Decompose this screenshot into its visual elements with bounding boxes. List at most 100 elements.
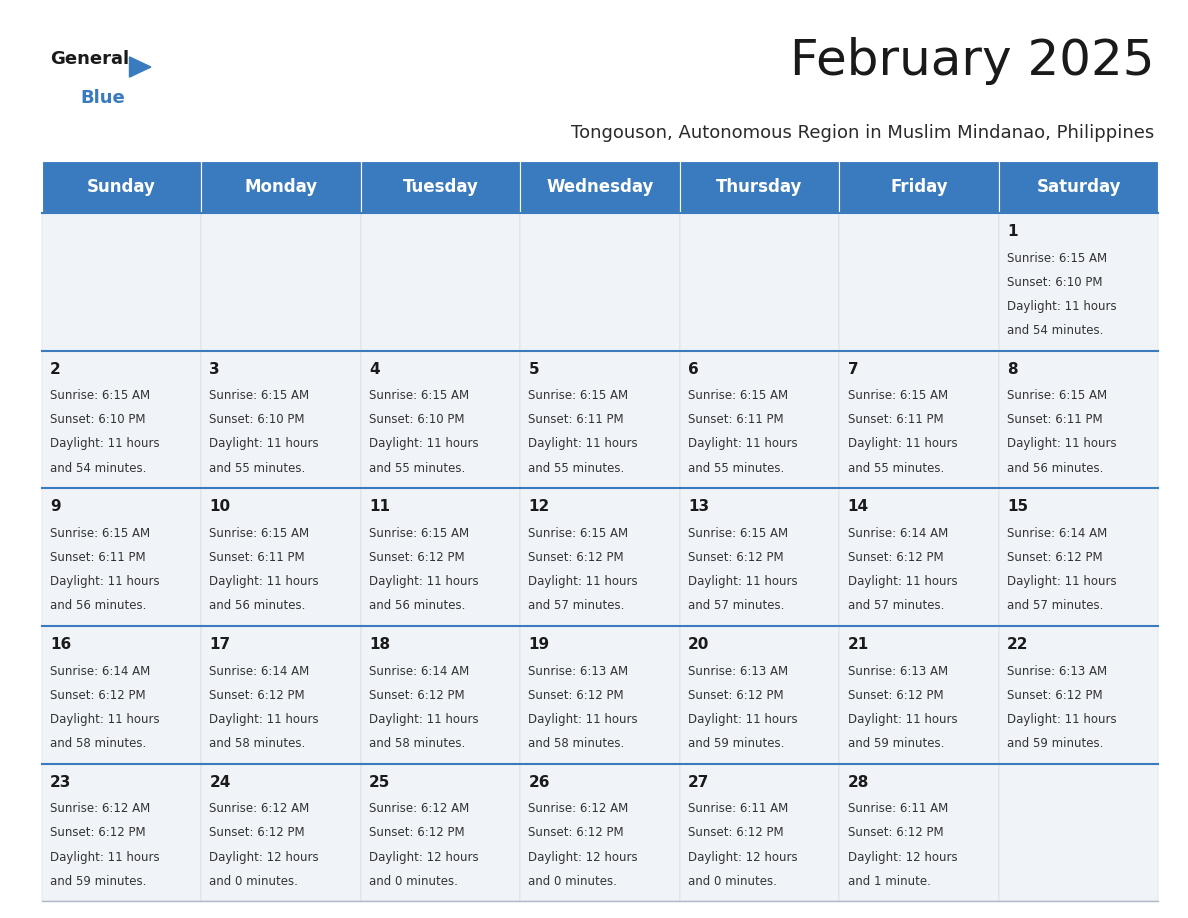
Text: Sunrise: 6:15 AM: Sunrise: 6:15 AM [369, 527, 469, 540]
Bar [201, 764, 361, 901]
Text: Sunday: Sunday [87, 178, 156, 196]
Text: 4: 4 [369, 362, 380, 376]
Text: Sunrise: 6:15 AM: Sunrise: 6:15 AM [209, 389, 310, 402]
Text: and 58 minutes.: and 58 minutes. [50, 737, 146, 750]
Text: Sunset: 6:12 PM: Sunset: 6:12 PM [369, 551, 465, 564]
Text: Daylight: 12 hours: Daylight: 12 hours [209, 850, 320, 864]
Text: and 59 minutes.: and 59 minutes. [50, 875, 146, 888]
Text: Sunset: 6:12 PM: Sunset: 6:12 PM [847, 688, 943, 701]
Bar [520, 351, 680, 488]
Text: Daylight: 11 hours: Daylight: 11 hours [847, 712, 958, 726]
Bar [361, 764, 520, 901]
Text: and 55 minutes.: and 55 minutes. [369, 462, 466, 475]
Text: and 57 minutes.: and 57 minutes. [847, 599, 944, 612]
Text: 5: 5 [529, 362, 539, 376]
Text: 27: 27 [688, 775, 709, 789]
Text: Daylight: 11 hours: Daylight: 11 hours [369, 712, 479, 726]
Text: 14: 14 [847, 499, 868, 514]
Text: Sunset: 6:10 PM: Sunset: 6:10 PM [50, 413, 145, 426]
Text: and 55 minutes.: and 55 minutes. [209, 462, 305, 475]
Text: Sunrise: 6:12 AM: Sunrise: 6:12 AM [369, 802, 469, 815]
Text: and 57 minutes.: and 57 minutes. [529, 599, 625, 612]
Text: Sunrise: 6:15 AM: Sunrise: 6:15 AM [1007, 252, 1107, 264]
Text: Sunrise: 6:15 AM: Sunrise: 6:15 AM [529, 389, 628, 402]
Text: Daylight: 11 hours: Daylight: 11 hours [369, 575, 479, 588]
Text: Sunset: 6:12 PM: Sunset: 6:12 PM [529, 826, 624, 839]
Text: Friday: Friday [890, 178, 948, 196]
Text: Sunset: 6:12 PM: Sunset: 6:12 PM [209, 688, 305, 701]
Text: and 58 minutes.: and 58 minutes. [369, 737, 466, 750]
Text: Sunrise: 6:15 AM: Sunrise: 6:15 AM [688, 527, 788, 540]
Text: and 59 minutes.: and 59 minutes. [847, 737, 944, 750]
Text: Sunset: 6:12 PM: Sunset: 6:12 PM [1007, 551, 1102, 564]
Text: Sunset: 6:12 PM: Sunset: 6:12 PM [688, 551, 784, 564]
Text: Sunrise: 6:13 AM: Sunrise: 6:13 AM [529, 665, 628, 677]
Text: and 55 minutes.: and 55 minutes. [847, 462, 943, 475]
Bar [361, 161, 520, 213]
Text: and 56 minutes.: and 56 minutes. [369, 599, 466, 612]
Text: 16: 16 [50, 637, 71, 652]
Text: Daylight: 11 hours: Daylight: 11 hours [209, 712, 320, 726]
Text: 6: 6 [688, 362, 699, 376]
Text: Sunrise: 6:15 AM: Sunrise: 6:15 AM [369, 389, 469, 402]
Text: and 0 minutes.: and 0 minutes. [529, 875, 618, 888]
Text: and 59 minutes.: and 59 minutes. [1007, 737, 1104, 750]
Text: Saturday: Saturday [1036, 178, 1120, 196]
Text: Daylight: 11 hours: Daylight: 11 hours [529, 438, 638, 451]
Bar [201, 626, 361, 764]
Text: Sunset: 6:12 PM: Sunset: 6:12 PM [50, 688, 145, 701]
Text: Sunset: 6:11 PM: Sunset: 6:11 PM [50, 551, 145, 564]
Bar [42, 351, 201, 488]
Bar [680, 213, 839, 351]
Text: Sunrise: 6:13 AM: Sunrise: 6:13 AM [847, 665, 948, 677]
Text: Sunrise: 6:14 AM: Sunrise: 6:14 AM [209, 665, 310, 677]
Text: Sunset: 6:11 PM: Sunset: 6:11 PM [209, 551, 305, 564]
Text: Sunrise: 6:15 AM: Sunrise: 6:15 AM [847, 389, 948, 402]
Text: Sunset: 6:12 PM: Sunset: 6:12 PM [209, 826, 305, 839]
Text: Sunset: 6:11 PM: Sunset: 6:11 PM [1007, 413, 1102, 426]
Text: Sunset: 6:12 PM: Sunset: 6:12 PM [688, 826, 784, 839]
Bar [361, 351, 520, 488]
Text: Daylight: 11 hours: Daylight: 11 hours [50, 712, 159, 726]
Text: 9: 9 [50, 499, 61, 514]
Text: 1: 1 [1007, 224, 1018, 239]
Text: Daylight: 11 hours: Daylight: 11 hours [50, 438, 159, 451]
Text: Sunset: 6:12 PM: Sunset: 6:12 PM [1007, 688, 1102, 701]
Bar [520, 488, 680, 626]
Bar [42, 213, 201, 351]
Bar [201, 161, 361, 213]
Text: Daylight: 11 hours: Daylight: 11 hours [209, 438, 320, 451]
Text: 26: 26 [529, 775, 550, 789]
Bar [201, 488, 361, 626]
Text: 12: 12 [529, 499, 550, 514]
Bar [839, 764, 999, 901]
Text: 18: 18 [369, 637, 390, 652]
Text: and 0 minutes.: and 0 minutes. [209, 875, 298, 888]
Text: Sunset: 6:12 PM: Sunset: 6:12 PM [529, 551, 624, 564]
Bar [520, 161, 680, 213]
Text: Sunrise: 6:14 AM: Sunrise: 6:14 AM [50, 665, 150, 677]
Bar [520, 764, 680, 901]
Bar [361, 626, 520, 764]
Text: Daylight: 11 hours: Daylight: 11 hours [529, 712, 638, 726]
Text: 23: 23 [50, 775, 71, 789]
Text: 2: 2 [50, 362, 61, 376]
Text: 20: 20 [688, 637, 709, 652]
Text: 25: 25 [369, 775, 391, 789]
Text: and 55 minutes.: and 55 minutes. [529, 462, 625, 475]
Bar [520, 213, 680, 351]
Bar [680, 764, 839, 901]
Text: Sunrise: 6:12 AM: Sunrise: 6:12 AM [209, 802, 310, 815]
Text: Blue: Blue [81, 89, 126, 107]
Text: Daylight: 11 hours: Daylight: 11 hours [50, 575, 159, 588]
Text: Sunrise: 6:15 AM: Sunrise: 6:15 AM [209, 527, 310, 540]
Text: and 55 minutes.: and 55 minutes. [688, 462, 784, 475]
Text: Sunrise: 6:13 AM: Sunrise: 6:13 AM [688, 665, 788, 677]
Bar [42, 626, 201, 764]
Text: 19: 19 [529, 637, 550, 652]
Text: Monday: Monday [245, 178, 317, 196]
Bar [201, 213, 361, 351]
Text: Daylight: 12 hours: Daylight: 12 hours [847, 850, 958, 864]
Text: Daylight: 11 hours: Daylight: 11 hours [209, 575, 320, 588]
Bar [520, 626, 680, 764]
